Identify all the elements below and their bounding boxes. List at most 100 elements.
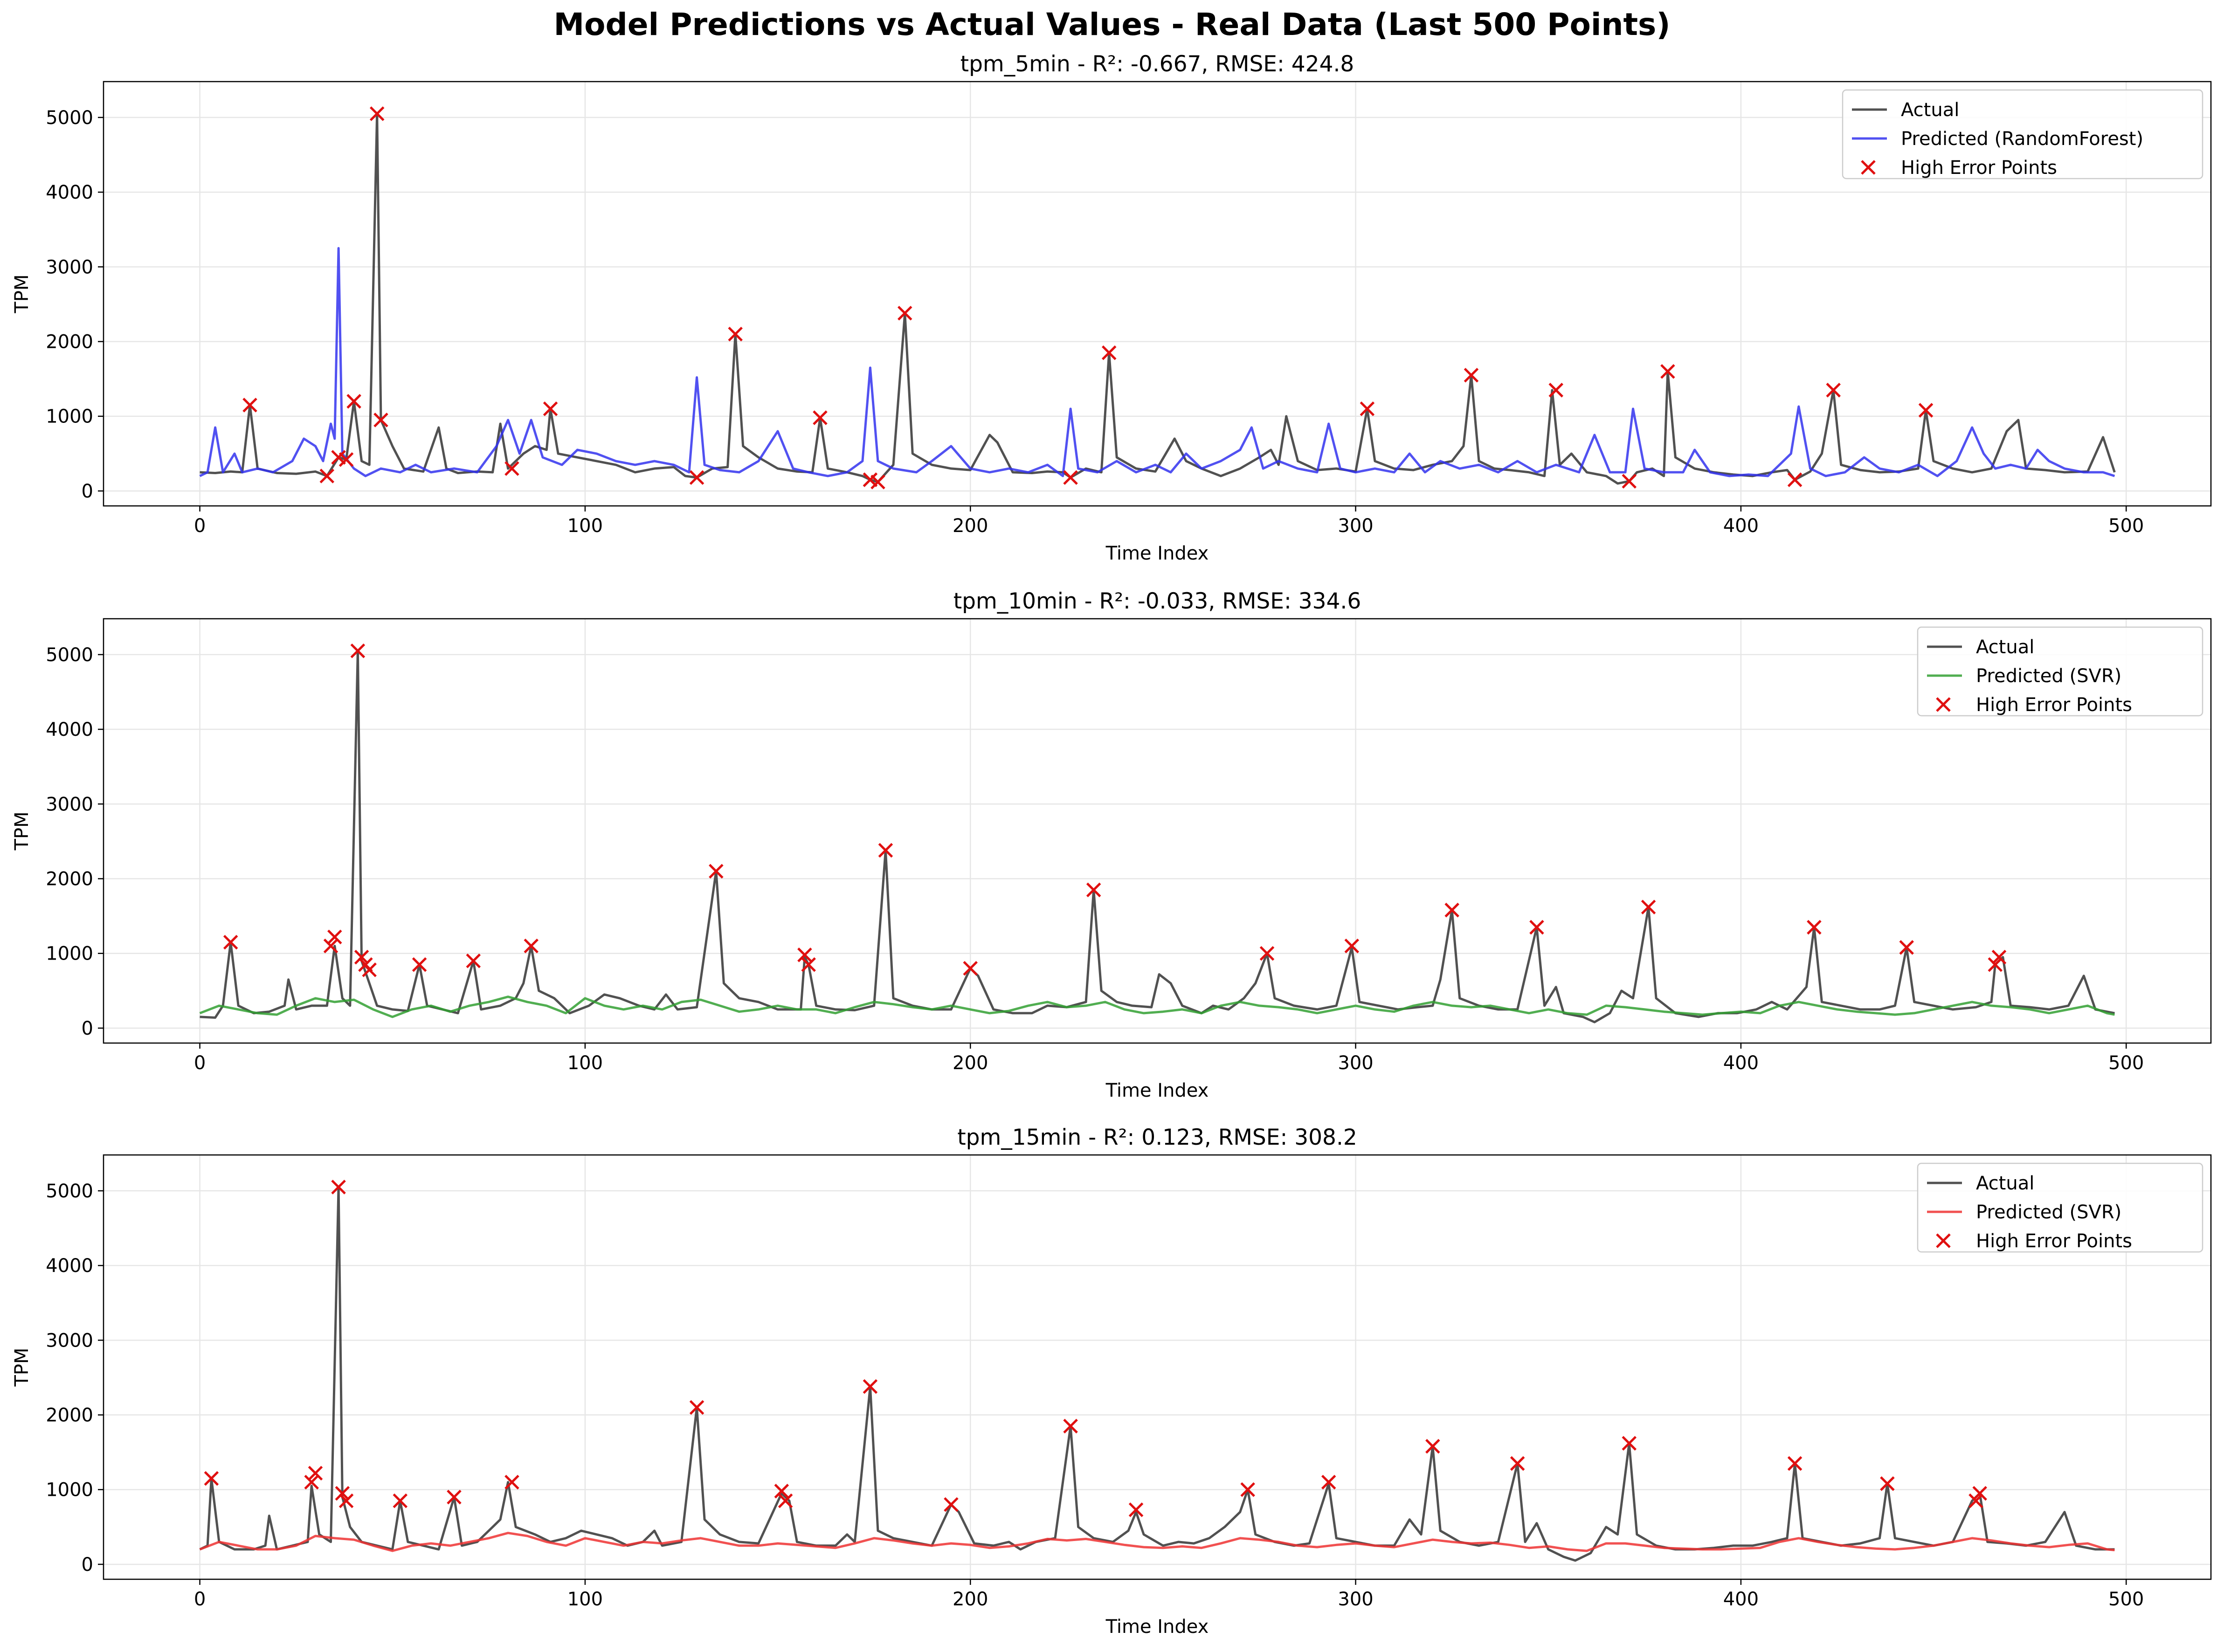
high-error-point — [1826, 382, 1841, 398]
legend: Actual Predicted (RandomForest) High Error… — [1842, 89, 2203, 180]
legend-box — [1917, 626, 2203, 717]
high-error-point — [728, 326, 743, 342]
y-tick-label: 4000 — [46, 1255, 93, 1277]
high-error-point — [331, 1180, 346, 1195]
high-error-point — [1063, 1418, 1078, 1434]
subplot-title: tpm_15min - R²: 0.123, RMSE: 308.2 — [957, 1125, 1357, 1150]
y-tick-label: 2000 — [46, 1405, 93, 1426]
y-tick-label: 3000 — [46, 1330, 93, 1351]
figure-title: Model Predictions vs Actual Values - Rea… — [553, 7, 1671, 42]
legend-label: High Error Points — [1976, 1230, 2132, 1252]
high-error-point — [354, 949, 369, 965]
legend-label: Actual — [1901, 99, 1959, 121]
plot-frame — [103, 1154, 2212, 1580]
high-error-point — [524, 938, 539, 954]
high-error-point — [1464, 367, 1479, 383]
y-tick-label: 1000 — [46, 943, 93, 965]
x-tick-label: 0 — [194, 1589, 206, 1610]
high-error-point — [1972, 1486, 1987, 1501]
x-tick-label: 200 — [953, 1052, 988, 1074]
x-tick-label: 500 — [2108, 1052, 2144, 1074]
high-error-point — [1425, 1439, 1440, 1454]
high-error-point — [373, 412, 388, 428]
high-error-point — [944, 1497, 959, 1512]
legend-marker — [1936, 1233, 1951, 1248]
x-tick-label: 300 — [1338, 1589, 1373, 1610]
x-axis-label: Time Index — [1105, 543, 1209, 564]
subplot-2: 0 100 200 300 400 500010002000300040005000tpm… — [11, 588, 2212, 1101]
high-error-point — [870, 474, 885, 490]
x-tick-label: 300 — [1338, 1052, 1373, 1074]
x-tick-label: 100 — [567, 1589, 603, 1610]
legend-label: Actual — [1976, 1173, 2034, 1194]
y-tick-label: 5000 — [46, 107, 93, 129]
high-error-point — [242, 397, 257, 413]
legend-box — [1842, 89, 2203, 180]
subplot-3: 0 100 200 300 400 500010002000300040005000tpm… — [11, 1125, 2212, 1638]
high-error-point — [504, 461, 519, 476]
high-error-point — [1360, 401, 1375, 416]
x-tick-label: 200 — [953, 515, 988, 537]
plot-frame — [103, 81, 2212, 507]
high-error-point — [346, 394, 361, 409]
high-error-point — [1101, 345, 1117, 360]
x-tick-label: 500 — [2108, 1589, 2144, 1610]
high-error-point — [323, 938, 338, 954]
high-error-point — [223, 934, 238, 950]
high-error-point — [447, 1490, 462, 1505]
high-error-point — [1807, 919, 1822, 935]
high-error-point — [335, 1486, 350, 1501]
x-axis-label: Time Index — [1105, 1080, 1209, 1101]
high-error-point — [504, 1474, 519, 1490]
high-error-point — [466, 954, 481, 968]
legend-marker — [1861, 160, 1876, 175]
high-error-point — [338, 452, 354, 467]
legend-box — [1917, 1162, 2203, 1253]
y-tick-label: 5000 — [46, 1181, 93, 1202]
y-tick-label: 1000 — [46, 1479, 93, 1501]
high-error-point — [774, 1484, 789, 1499]
x-axis-label: Time Index — [1105, 1616, 1209, 1638]
high-error-point — [1918, 403, 1934, 418]
high-error-point — [689, 470, 704, 485]
subplot-title: tpm_10min - R²: -0.033, RMSE: 334.6 — [953, 588, 1361, 614]
high-error-point — [1641, 899, 1656, 915]
high-error-point — [1529, 919, 1544, 935]
series-line-actual — [200, 112, 2116, 485]
legend-label: Predicted (SVR) — [1976, 1202, 2121, 1223]
high-error-point — [1086, 882, 1101, 898]
high-error-point — [1548, 382, 1564, 398]
high-error-point — [1880, 1476, 1895, 1491]
high-error-point — [1991, 949, 2007, 965]
y-tick-label: 4000 — [46, 719, 93, 740]
y-tick-label: 1000 — [46, 406, 93, 428]
high-error-point — [1128, 1502, 1144, 1517]
x-tick-label: 100 — [567, 515, 603, 537]
high-error-point — [863, 1379, 878, 1394]
high-error-point — [412, 957, 427, 972]
high-error-point — [1787, 1456, 1803, 1471]
high-error-point — [778, 1493, 793, 1508]
subplot-title: tpm_5min - R²: -0.667, RMSE: 424.8 — [960, 51, 1354, 77]
y-axis-label: TPM — [11, 811, 33, 850]
high-error-point — [393, 1493, 408, 1508]
series-line-predicted-svr- — [199, 995, 2115, 1018]
x-tick-label: 0 — [194, 1052, 206, 1074]
high-error-point — [362, 962, 377, 977]
high-error-point — [801, 957, 816, 972]
high-error-point — [1444, 903, 1459, 918]
high-error-point — [1660, 364, 1675, 379]
high-error-point — [543, 401, 558, 416]
x-tick-label: 400 — [1723, 1589, 1759, 1610]
legend-label: High Error Points — [1976, 694, 2132, 716]
x-tick-label: 100 — [567, 1052, 603, 1074]
high-error-point — [304, 1474, 319, 1490]
series-line-predicted-randomforest- — [199, 247, 2115, 477]
legend-marker — [1936, 697, 1951, 712]
high-error-point — [319, 469, 335, 484]
series-line-actual — [199, 1186, 2115, 1562]
y-axis-label: TPM — [11, 1348, 33, 1387]
high-error-point — [369, 106, 385, 121]
